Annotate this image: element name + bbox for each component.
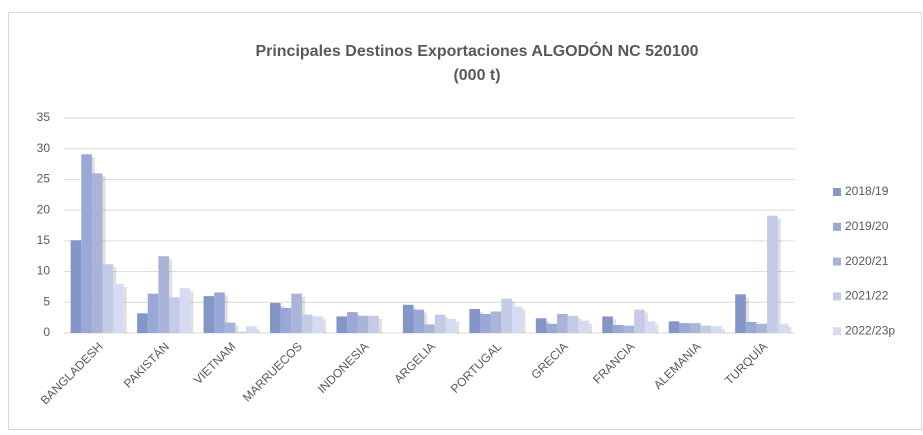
bar (246, 326, 257, 333)
bar (235, 331, 247, 333)
bar (546, 323, 558, 333)
bar (113, 283, 124, 333)
y-tick-label: 20 (37, 202, 51, 216)
chart-subtitle: (000 t) (453, 67, 500, 84)
bar (179, 288, 191, 333)
bar (480, 313, 491, 333)
bar (312, 316, 324, 333)
y-tick-label: 10 (37, 264, 51, 278)
legend-swatch (833, 292, 841, 301)
bar (735, 294, 746, 333)
y-tick-label: 5 (43, 294, 50, 308)
legend-label: 2018/19 (845, 184, 889, 198)
bar (434, 314, 446, 333)
bar (690, 323, 701, 333)
bar (224, 322, 236, 333)
bar (535, 318, 547, 333)
bar (612, 325, 624, 333)
bar (490, 311, 502, 333)
bar (623, 325, 635, 333)
legend-label: 2020/21 (845, 254, 889, 268)
bar (81, 154, 92, 333)
bar (679, 323, 691, 333)
bar (567, 315, 579, 333)
bar (137, 313, 148, 333)
bar (511, 306, 523, 333)
y-tick-label: 30 (37, 141, 51, 155)
y-tick-label: 25 (37, 172, 51, 186)
bar (357, 315, 369, 333)
chart-title: Principales Destinos Exportaciones ALGOD… (255, 41, 698, 60)
bar (158, 256, 169, 333)
legend-label: 2022/23p (845, 323, 895, 337)
bar (203, 296, 215, 333)
bar (668, 321, 680, 333)
bar (270, 302, 281, 333)
bar (756, 323, 768, 333)
bar (424, 324, 435, 333)
bar (767, 215, 778, 333)
legend-swatch (833, 222, 841, 231)
legend-swatch (833, 327, 841, 336)
bar (70, 240, 82, 333)
bar (301, 314, 313, 333)
bar (602, 316, 613, 333)
bar (445, 318, 457, 333)
legend-label: 2019/20 (845, 219, 889, 233)
legend-label: 2021/22 (845, 289, 889, 303)
bar (214, 292, 225, 333)
y-tick-label: 15 (37, 233, 51, 247)
y-tick-label: 35 (37, 110, 51, 124)
bar (368, 315, 379, 333)
bar (291, 293, 302, 333)
bar (280, 307, 292, 333)
bar (147, 293, 159, 333)
bar (91, 173, 103, 333)
bar (413, 309, 425, 333)
bar (745, 321, 757, 333)
y-tick-label: 0 (43, 325, 50, 339)
bar (634, 309, 645, 333)
legend-swatch (833, 188, 841, 196)
bar (644, 321, 656, 333)
bar (578, 320, 589, 333)
bar (168, 297, 180, 333)
bar (700, 325, 712, 333)
bar (501, 298, 512, 333)
legend-swatch (833, 257, 841, 266)
bar (336, 316, 348, 333)
bar (347, 312, 358, 333)
bar (102, 264, 114, 333)
bar (557, 313, 568, 333)
bar (402, 304, 414, 333)
bar (711, 326, 722, 333)
bar (777, 323, 789, 333)
bar (469, 309, 481, 333)
